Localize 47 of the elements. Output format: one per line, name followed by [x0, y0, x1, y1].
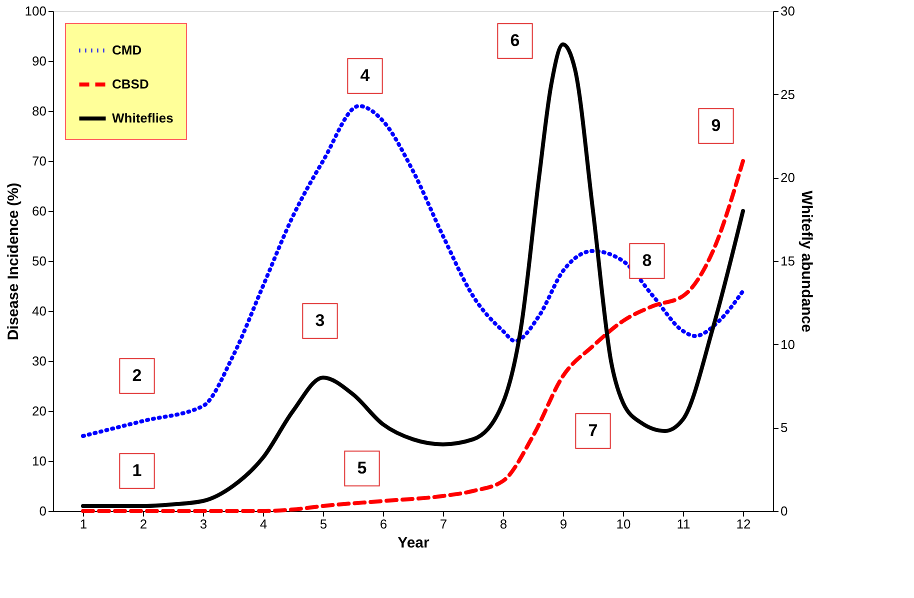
- x-tick-label: 7: [440, 516, 448, 532]
- line-series: [81, 104, 745, 438]
- legend-label: CMD: [112, 42, 142, 58]
- y-axis-title: Disease Incidence (%): [4, 182, 22, 340]
- annotation: 3: [315, 311, 325, 330]
- annotation: 4: [360, 66, 370, 85]
- y-tick-label: 60: [32, 204, 46, 218]
- legend-label: CBSD: [112, 76, 149, 92]
- y-tick-label: 90: [32, 54, 46, 68]
- y-tick-label: 50: [32, 254, 46, 268]
- y2-tick-label: 0: [780, 504, 788, 518]
- y-tick-label: 20: [32, 404, 46, 418]
- x-tick-label: 6: [380, 516, 388, 532]
- y2-tick-label: 10: [780, 336, 795, 352]
- x-axis-title: Year: [398, 534, 430, 552]
- x-tick-label: 8: [500, 516, 508, 532]
- x-tick-label: 2: [140, 516, 148, 532]
- y2-tick-label: 30: [780, 4, 795, 18]
- y2-tick-label: 20: [780, 170, 795, 186]
- annotation: 2: [132, 366, 142, 385]
- x-tick-label: 5: [320, 516, 328, 532]
- y-tick-label: 80: [32, 104, 46, 118]
- y2-axis-title: Whitefly abundance: [798, 190, 815, 332]
- y-tick-label: 100: [24, 4, 46, 18]
- x-tick-label: 3: [200, 516, 208, 532]
- y-tick-label: 0: [39, 504, 46, 518]
- x-tick-label: 12: [736, 516, 751, 532]
- y-tick-label: 70: [32, 154, 46, 168]
- annotation: 8: [642, 251, 652, 270]
- annotation: 7: [588, 421, 598, 440]
- y-tick-label: 10: [32, 454, 46, 468]
- legend-label: Whiteflies: [112, 110, 174, 126]
- annotation: 9: [711, 116, 721, 135]
- y2-tick-label: 15: [780, 254, 795, 268]
- y2-tick-label: 25: [780, 86, 795, 102]
- x-tick-label: 10: [616, 516, 631, 532]
- annotation: 5: [357, 458, 367, 478]
- x-tick-label: 11: [676, 516, 690, 532]
- annotation: 6: [510, 31, 520, 50]
- y-tick-label: 30: [32, 354, 46, 368]
- x-tick-label: 4: [260, 516, 268, 532]
- x-tick-label: 1: [80, 516, 88, 532]
- x-tick-label: 9: [560, 516, 568, 532]
- y-tick-label: 40: [32, 304, 46, 318]
- annotation: 1: [132, 461, 142, 480]
- line-series: [81, 159, 745, 513]
- y2-tick-label: 5: [780, 420, 788, 436]
